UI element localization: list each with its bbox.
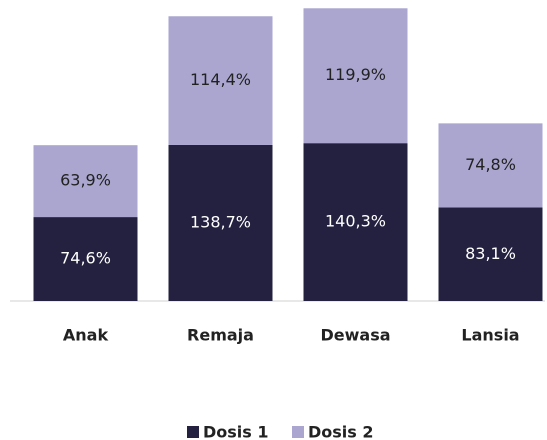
bar-segment [168,144,273,301]
legend-label: Dosis 2 [308,423,374,440]
x-tick-label: Lansia [461,326,519,345]
data-label: 74,8% [465,155,516,174]
x-tick-label: Anak [63,326,109,345]
bar-segment [438,207,543,301]
x-tick-label: Remaja [187,326,254,345]
data-label: 74,6% [60,249,111,268]
bar-segment [303,143,408,301]
legend-swatch [292,426,304,438]
x-tick-label: Dewasa [320,326,390,345]
data-label: 138,7% [190,212,251,231]
data-label: 63,9% [60,171,111,190]
data-label: 119,9% [325,65,386,84]
legend-swatch [187,426,199,438]
bar-segment [303,8,408,144]
bar-segment [33,145,138,218]
data-label: 114,4% [190,70,251,89]
bar-segment [438,123,543,208]
data-label: 140,3% [325,212,386,231]
data-label: 83,1% [465,244,516,263]
legend-label: Dosis 1 [203,423,269,440]
bar-segment [33,217,138,301]
bar-segment [168,16,273,145]
